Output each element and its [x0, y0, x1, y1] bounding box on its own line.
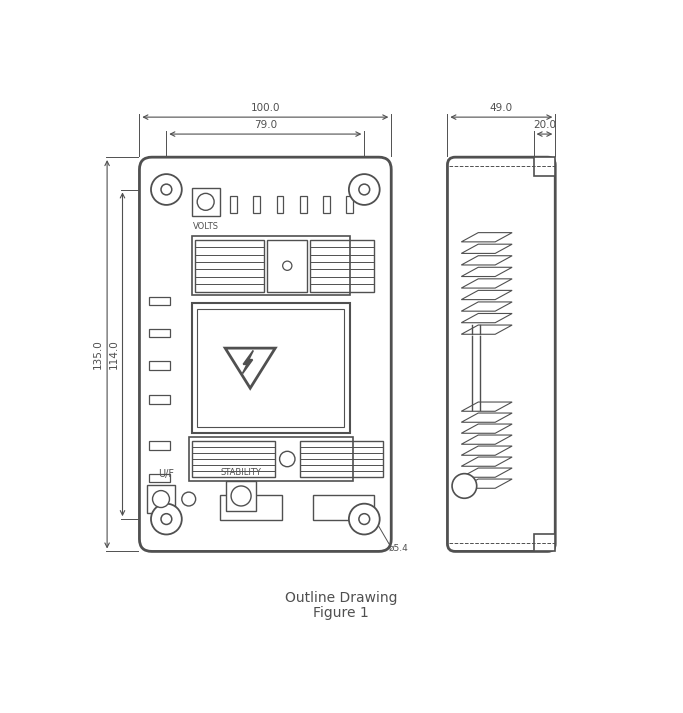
Bar: [192, 441, 275, 478]
Bar: [149, 441, 170, 450]
Circle shape: [182, 492, 195, 506]
Bar: [300, 441, 382, 478]
Text: ø5.4: ø5.4: [389, 544, 408, 553]
Circle shape: [349, 503, 380, 535]
FancyBboxPatch shape: [139, 157, 391, 551]
Text: STABILITY: STABILITY: [221, 468, 262, 477]
Circle shape: [151, 503, 182, 535]
Bar: [149, 329, 170, 337]
Bar: [149, 395, 170, 404]
Polygon shape: [225, 348, 275, 388]
Bar: [533, 535, 555, 551]
Bar: [300, 197, 307, 213]
Bar: [310, 240, 374, 292]
Circle shape: [279, 451, 295, 467]
Circle shape: [231, 486, 251, 506]
Text: Outline Drawing: Outline Drawing: [285, 590, 398, 605]
Bar: [533, 157, 555, 175]
Circle shape: [151, 174, 182, 205]
Text: 135.0: 135.0: [94, 339, 103, 369]
Text: VOLTS: VOLTS: [193, 222, 219, 231]
Bar: [149, 297, 170, 305]
Bar: [192, 237, 350, 295]
Bar: [346, 197, 352, 213]
Bar: [221, 496, 282, 520]
Polygon shape: [242, 351, 253, 374]
FancyBboxPatch shape: [447, 157, 555, 551]
Bar: [192, 188, 219, 216]
Bar: [147, 485, 175, 513]
Text: 79.0: 79.0: [254, 120, 277, 130]
Circle shape: [197, 193, 214, 210]
Circle shape: [152, 491, 169, 508]
Bar: [225, 481, 257, 511]
Bar: [197, 309, 344, 427]
Text: 114.0: 114.0: [109, 339, 119, 369]
Bar: [189, 438, 352, 481]
Bar: [277, 197, 283, 213]
Bar: [230, 197, 237, 213]
Bar: [322, 197, 330, 213]
Bar: [253, 197, 260, 213]
Bar: [192, 304, 350, 433]
Text: Figure 1: Figure 1: [313, 606, 369, 620]
Text: 49.0: 49.0: [490, 103, 513, 113]
Text: 20.0: 20.0: [533, 120, 556, 130]
Bar: [149, 473, 170, 482]
Text: U/F: U/F: [158, 469, 174, 479]
Text: 100.0: 100.0: [251, 103, 280, 113]
Circle shape: [452, 473, 477, 498]
Bar: [267, 240, 307, 292]
Bar: [313, 496, 374, 520]
Bar: [149, 361, 170, 369]
Bar: [195, 240, 264, 292]
Circle shape: [349, 174, 380, 205]
